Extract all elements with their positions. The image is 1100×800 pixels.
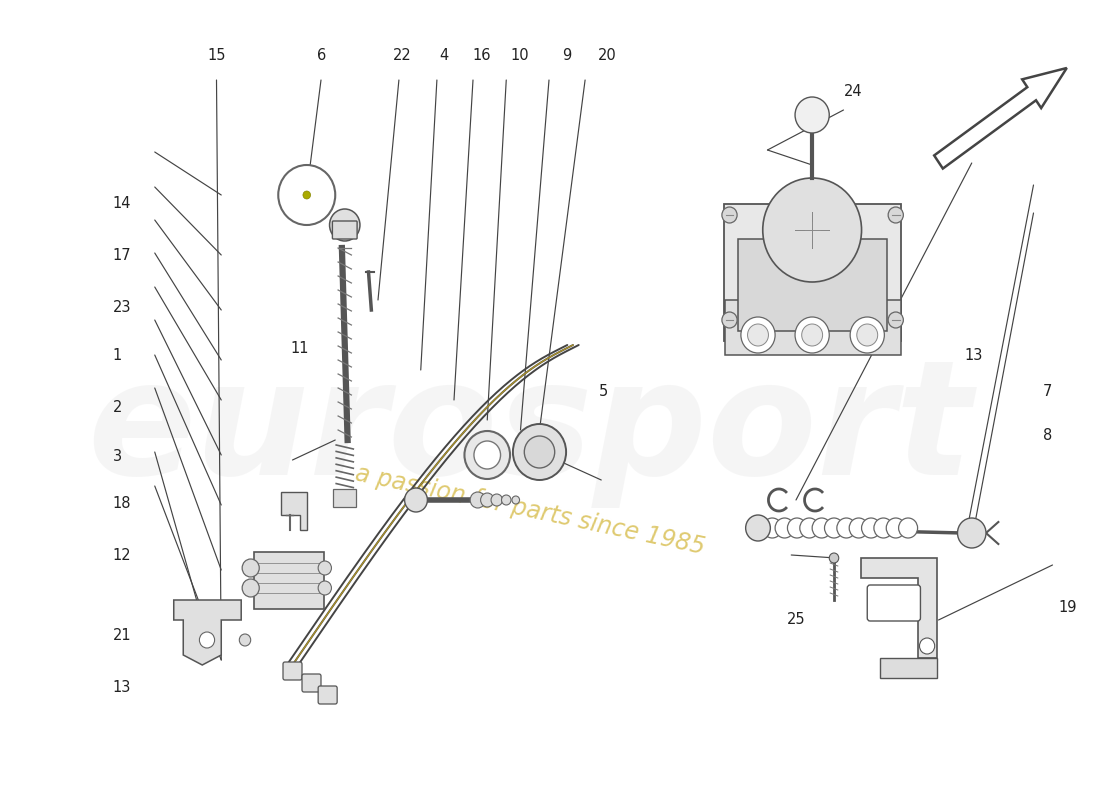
Circle shape <box>512 496 519 504</box>
FancyBboxPatch shape <box>332 221 358 239</box>
Circle shape <box>242 579 260 597</box>
Text: 13: 13 <box>112 681 131 695</box>
Text: 3: 3 <box>112 449 122 463</box>
FancyBboxPatch shape <box>283 662 302 680</box>
Circle shape <box>502 495 512 505</box>
Text: 2: 2 <box>112 401 122 415</box>
Circle shape <box>525 436 554 468</box>
Text: 12: 12 <box>112 549 131 563</box>
Circle shape <box>318 581 331 595</box>
Text: 19: 19 <box>1058 601 1077 615</box>
Text: a passion for parts since 1985: a passion for parts since 1985 <box>353 461 707 559</box>
Text: 11: 11 <box>290 341 309 355</box>
Text: 7: 7 <box>1043 385 1052 399</box>
Text: 18: 18 <box>112 497 131 511</box>
Polygon shape <box>725 300 901 355</box>
Text: 6: 6 <box>317 49 326 63</box>
Circle shape <box>825 518 844 538</box>
Circle shape <box>481 493 494 507</box>
Polygon shape <box>174 600 241 665</box>
Text: eurosport: eurosport <box>88 353 972 507</box>
Circle shape <box>762 518 782 538</box>
Circle shape <box>748 324 769 346</box>
Circle shape <box>741 317 776 353</box>
Circle shape <box>795 317 829 353</box>
Circle shape <box>837 518 856 538</box>
Circle shape <box>722 312 737 328</box>
Circle shape <box>513 424 566 480</box>
Circle shape <box>899 518 917 538</box>
Text: 16: 16 <box>472 49 491 63</box>
Circle shape <box>776 518 794 538</box>
Text: 9: 9 <box>562 49 572 63</box>
Circle shape <box>722 207 737 223</box>
Circle shape <box>474 441 500 469</box>
Polygon shape <box>282 492 307 530</box>
Text: 22: 22 <box>393 49 411 63</box>
Circle shape <box>888 207 903 223</box>
Text: 23: 23 <box>112 301 131 315</box>
Circle shape <box>470 492 485 508</box>
Circle shape <box>861 518 880 538</box>
Text: 10: 10 <box>510 49 529 63</box>
Circle shape <box>812 518 832 538</box>
Polygon shape <box>880 658 936 678</box>
Circle shape <box>788 518 806 538</box>
Text: 17: 17 <box>112 249 131 263</box>
Circle shape <box>795 97 829 133</box>
Text: 21: 21 <box>112 629 131 643</box>
FancyBboxPatch shape <box>318 686 337 704</box>
Circle shape <box>464 431 510 479</box>
FancyBboxPatch shape <box>724 204 901 341</box>
Text: 25: 25 <box>786 613 805 627</box>
Circle shape <box>873 518 893 538</box>
Circle shape <box>800 518 818 538</box>
Text: 13: 13 <box>964 349 982 363</box>
Circle shape <box>957 518 986 548</box>
FancyBboxPatch shape <box>738 239 888 331</box>
Text: 4: 4 <box>439 49 449 63</box>
Text: 5: 5 <box>598 385 607 399</box>
Polygon shape <box>934 68 1067 169</box>
FancyBboxPatch shape <box>867 585 921 621</box>
Circle shape <box>199 632 214 648</box>
Polygon shape <box>860 558 936 658</box>
Circle shape <box>240 634 251 646</box>
Circle shape <box>887 518 905 538</box>
Circle shape <box>242 559 260 577</box>
FancyBboxPatch shape <box>302 674 321 692</box>
Circle shape <box>850 317 884 353</box>
Text: 24: 24 <box>844 85 862 99</box>
Circle shape <box>857 324 878 346</box>
Circle shape <box>920 638 935 654</box>
Text: 20: 20 <box>597 49 616 63</box>
FancyBboxPatch shape <box>333 489 356 507</box>
Circle shape <box>405 488 428 512</box>
Circle shape <box>746 515 770 541</box>
Circle shape <box>888 312 903 328</box>
Circle shape <box>829 553 838 563</box>
Text: 14: 14 <box>112 197 131 211</box>
Circle shape <box>849 518 868 538</box>
Circle shape <box>278 165 336 225</box>
Circle shape <box>802 324 823 346</box>
Text: 1: 1 <box>112 349 122 363</box>
Text: 8: 8 <box>1043 429 1052 443</box>
Circle shape <box>491 494 503 506</box>
FancyBboxPatch shape <box>253 552 323 609</box>
Circle shape <box>762 178 861 282</box>
Text: 15: 15 <box>208 49 227 63</box>
Circle shape <box>318 561 331 575</box>
Circle shape <box>302 191 310 199</box>
Circle shape <box>330 209 360 241</box>
